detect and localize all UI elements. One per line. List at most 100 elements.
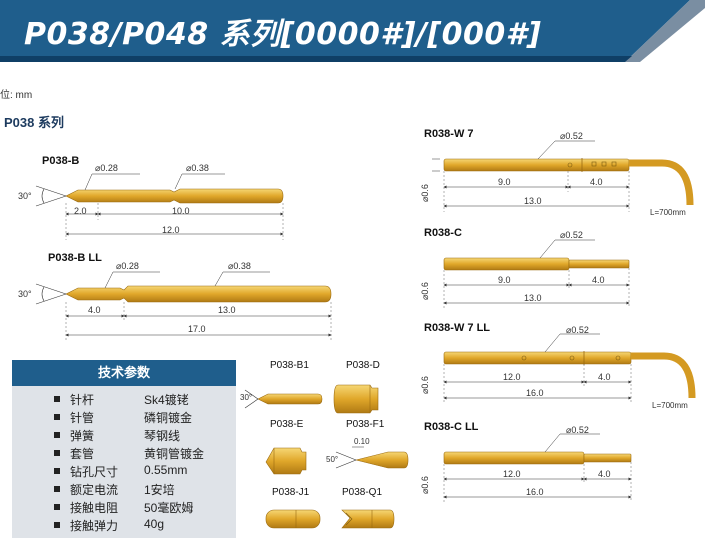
p038-bll-dia1: ⌀0.28	[116, 261, 139, 271]
param-value: 黄铜管镀金	[144, 447, 205, 461]
tip-e-label: P038-E	[270, 419, 304, 430]
r038-w7-dia: ⌀0.52	[560, 131, 583, 141]
bullet-icon	[54, 414, 60, 420]
r038-cll-od: ⌀0.6	[420, 476, 430, 494]
r038-c-dim-2: 4.0	[592, 275, 605, 285]
page-title: P038/P048 系列[0000#]/[000#]	[24, 17, 542, 52]
p038-b-label: P038-B	[42, 155, 80, 167]
section-title: P038 系列	[4, 115, 64, 130]
tip-f1-drawing	[335, 446, 409, 469]
r038-c-drawing	[443, 239, 630, 308]
tip-f1-dim: 0.10	[354, 437, 370, 446]
bullet-icon	[54, 432, 60, 438]
bullet-icon	[54, 396, 60, 402]
tip-b1-drawing	[244, 389, 323, 409]
r038-cll-dim-3: 16.0	[526, 487, 544, 497]
r038-cll-dia: ⌀0.52	[566, 425, 589, 435]
param-value: 琴钢线	[144, 429, 181, 443]
bullet-icon	[54, 522, 60, 528]
p038-bll-drawing	[35, 271, 332, 340]
param-key: 弹簧	[70, 429, 95, 443]
r038-c-od: ⌀0.6	[420, 282, 430, 300]
p038-bll-dia2: ⌀0.38	[228, 261, 251, 271]
bullet-icon	[54, 450, 60, 456]
r038-w7-dim-2: 4.0	[590, 177, 603, 187]
p038-bll-label: P038-B LL	[48, 252, 102, 264]
r038-w7ll-drawing	[443, 333, 696, 402]
bullet-icon	[54, 468, 60, 474]
tip-q1-label: P038-Q1	[342, 487, 383, 498]
tech-params-panel: 技术参数 针杆 Sk4镀铑 针管 磷铜镀金 弹簧 琴钢线 套管 黄铜管镀金 钻孔…	[12, 360, 236, 538]
r038-cll-dim-2: 4.0	[598, 469, 611, 479]
banner-shape	[0, 0, 705, 62]
r038-w7-label: R038-W 7	[424, 128, 474, 140]
r038-w7ll-label: R038-W 7 LL	[424, 322, 491, 334]
unit-label: 位: mm	[0, 90, 33, 101]
param-row: 针管 磷铜镀金	[12, 408, 236, 426]
tip-d-drawing	[333, 384, 379, 414]
param-row: 额定电流 1安培	[12, 480, 236, 498]
param-row: 接触电阻 50毫欧姆	[12, 498, 236, 516]
r038-w7ll-dim-3: 16.0	[526, 388, 544, 398]
header-banner: P038/P048 系列[0000#]/[000#]	[0, 0, 705, 62]
param-row: 钻孔尺寸 0.55mm	[12, 462, 236, 480]
param-row: 弹簧 琴钢线	[12, 426, 236, 444]
p038-bll-dim-2: 13.0	[218, 305, 236, 315]
p038-b-dia2: ⌀0.38	[186, 163, 209, 173]
p038-bll-dim-1: 4.0	[88, 305, 101, 315]
p038-b-dim-3: 12.0	[162, 225, 180, 235]
tip-b1-angle: 30°	[240, 393, 253, 402]
r038-cll-drawing	[443, 433, 632, 502]
param-key: 接触弹力	[70, 519, 119, 533]
param-value: 磷铜镀金	[144, 411, 193, 425]
tip-e-drawing	[265, 447, 307, 475]
r038-w7-dim-1: 9.0	[498, 177, 511, 187]
param-key: 套管	[70, 447, 95, 461]
r038-w7ll-length: L=700mm	[652, 401, 688, 410]
param-key: 接触电阻	[70, 501, 119, 515]
r038-c-label: R038-C	[424, 227, 462, 239]
tip-q1-drawing	[341, 509, 395, 529]
tech-params-title: 技术参数	[12, 360, 236, 386]
tip-b1-label: P038-B1	[270, 360, 309, 371]
p038-b-dim-1: 2.0	[74, 206, 87, 216]
r038-c-dia: ⌀0.52	[560, 230, 583, 240]
r038-w7-dim-3: 13.0	[524, 196, 542, 206]
r038-w7-drawing	[432, 140, 694, 212]
param-value: 1安培	[144, 483, 175, 497]
param-value: 0.55mm	[144, 463, 188, 477]
param-row: 接触弹力 40g	[12, 516, 236, 534]
r038-w7-length: L=700mm	[650, 208, 686, 217]
tip-j1-drawing	[265, 509, 321, 529]
tip-d-label: P038-D	[346, 360, 380, 371]
tip-f1-angle: 50°	[326, 455, 339, 464]
r038-cll-label: R038-C LL	[424, 421, 479, 433]
r038-w7ll-od: ⌀0.6	[420, 376, 430, 394]
param-key: 钻孔尺寸	[70, 465, 119, 479]
bullet-icon	[54, 504, 60, 510]
p038-b-angle: 30°	[18, 191, 32, 201]
param-key: 针管	[70, 411, 95, 425]
r038-w7ll-dim-2: 4.0	[598, 372, 611, 382]
param-row: 套管 黄铜管镀金	[12, 444, 236, 462]
p038-b-dim-2: 10.0	[172, 206, 190, 216]
r038-w7ll-dia: ⌀0.52	[566, 325, 589, 335]
tip-j1-label: P038-J1	[272, 487, 310, 498]
param-value: Sk4镀铑	[144, 393, 189, 407]
param-value: 40g	[144, 517, 165, 531]
p038-b-dia1: ⌀0.28	[95, 163, 118, 173]
r038-w7-od: ⌀0.6	[420, 184, 430, 202]
p038-bll-dim-3: 17.0	[188, 324, 206, 334]
r038-c-dim-3: 13.0	[524, 293, 542, 303]
param-value: 50毫欧姆	[144, 501, 194, 515]
tip-f1-label: P038-F1	[346, 419, 385, 430]
r038-c-dim-1: 9.0	[498, 275, 511, 285]
bullet-icon	[54, 486, 60, 492]
param-key: 针杆	[70, 393, 95, 407]
p038-bll-angle: 30°	[18, 289, 32, 299]
r038-w7ll-dim-1: 12.0	[503, 372, 521, 382]
param-row: 针杆 Sk4镀铑	[12, 390, 236, 408]
r038-cll-dim-1: 12.0	[503, 469, 521, 479]
param-key: 额定电流	[70, 483, 119, 497]
